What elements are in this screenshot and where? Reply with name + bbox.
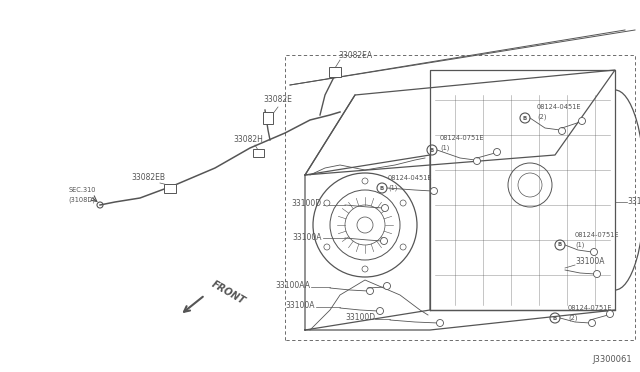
Text: FRONT: FRONT — [210, 279, 247, 307]
Text: 08124-0751E: 08124-0751E — [440, 135, 484, 141]
Circle shape — [383, 282, 390, 289]
Circle shape — [436, 320, 444, 327]
Text: 08124-0451E: 08124-0451E — [537, 104, 582, 110]
Circle shape — [381, 237, 387, 244]
Text: 33100D: 33100D — [292, 199, 322, 208]
Text: (1): (1) — [440, 145, 449, 151]
Text: 33082E: 33082E — [264, 96, 292, 105]
Text: (2): (2) — [568, 315, 577, 321]
Text: B: B — [430, 148, 434, 153]
Circle shape — [324, 244, 330, 250]
Text: 33100A: 33100A — [292, 232, 322, 241]
Circle shape — [324, 200, 330, 206]
FancyBboxPatch shape — [253, 149, 264, 157]
Circle shape — [559, 128, 566, 135]
Circle shape — [593, 270, 600, 278]
Circle shape — [474, 157, 481, 164]
Text: 33100A: 33100A — [285, 301, 315, 310]
Text: 33100D: 33100D — [345, 312, 375, 321]
Text: (2): (2) — [537, 114, 547, 120]
Text: (1): (1) — [575, 242, 584, 248]
Circle shape — [607, 311, 614, 317]
Text: 08124-0751E: 08124-0751E — [575, 232, 620, 238]
Text: 08124-0451E: 08124-0451E — [388, 175, 433, 181]
Text: 33100AA: 33100AA — [275, 280, 310, 289]
Text: (3108D): (3108D) — [68, 197, 95, 203]
Circle shape — [362, 266, 368, 272]
Text: 08124-0751E: 08124-0751E — [568, 305, 612, 311]
Circle shape — [376, 308, 383, 314]
Circle shape — [362, 178, 368, 184]
Text: J3300061: J3300061 — [593, 356, 632, 365]
Text: B: B — [523, 115, 527, 121]
Circle shape — [493, 148, 500, 155]
Circle shape — [400, 200, 406, 206]
Text: 33082EB: 33082EB — [131, 173, 165, 183]
FancyBboxPatch shape — [164, 183, 176, 192]
Text: B: B — [553, 315, 557, 321]
Circle shape — [431, 187, 438, 195]
Text: B: B — [558, 243, 562, 247]
Circle shape — [400, 244, 406, 250]
Circle shape — [589, 320, 595, 327]
Text: 33082EA: 33082EA — [338, 51, 372, 60]
Circle shape — [591, 248, 598, 256]
Text: (1): (1) — [388, 185, 397, 191]
Text: 33100: 33100 — [627, 198, 640, 206]
Circle shape — [579, 118, 586, 125]
Text: 33100A: 33100A — [575, 257, 605, 266]
Circle shape — [357, 217, 373, 233]
FancyBboxPatch shape — [329, 67, 341, 77]
FancyBboxPatch shape — [263, 112, 273, 124]
Circle shape — [381, 205, 388, 212]
Circle shape — [367, 288, 374, 295]
Text: 33082H: 33082H — [233, 135, 263, 144]
Text: SEC.310: SEC.310 — [68, 187, 96, 193]
Text: B: B — [380, 186, 384, 190]
